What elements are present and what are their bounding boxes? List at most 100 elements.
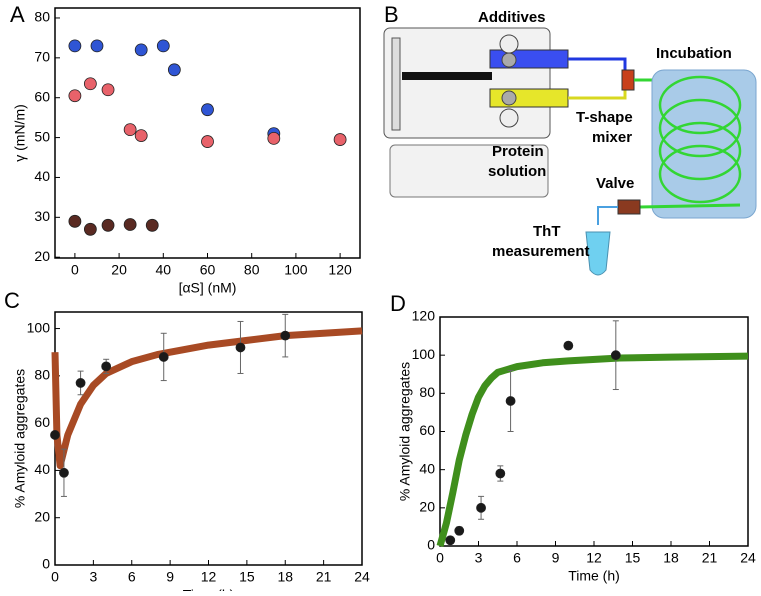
x-tick-label: 6 — [513, 550, 521, 566]
panel-label: D — [390, 291, 406, 316]
y-tick-label: 120 — [412, 308, 436, 324]
coil — [658, 121, 742, 181]
point — [235, 342, 246, 353]
point — [68, 214, 82, 228]
setup-diagram: Additives Incubation T-shape mixer Prote… — [383, 9, 757, 276]
x-tick-label: 40 — [156, 262, 172, 278]
point — [610, 350, 621, 361]
y-tick-label: 40 — [34, 461, 50, 477]
y-tick-label: 80 — [419, 384, 435, 400]
tube — [639, 203, 741, 209]
y-axis-label: % Amyloid aggregates — [12, 369, 28, 508]
point — [201, 103, 214, 117]
x-tick-label: 9 — [552, 550, 560, 566]
coil — [658, 144, 742, 204]
point — [50, 430, 60, 440]
label: Valve — [596, 175, 634, 192]
x-tick-label: 80 — [244, 262, 260, 278]
label: measurement — [492, 243, 590, 260]
x-tick-label: 15 — [239, 569, 255, 585]
label: solution — [488, 163, 546, 180]
point — [134, 43, 148, 57]
point — [267, 131, 281, 145]
x-tick-label: 24 — [354, 569, 370, 585]
point — [158, 352, 169, 362]
point — [156, 39, 170, 53]
clamp — [501, 52, 517, 68]
plot-frame — [439, 316, 749, 547]
point — [145, 218, 159, 232]
y-tick-label: 40 — [34, 168, 50, 184]
control-pad — [389, 144, 549, 198]
y-axis-label: γ (mN/m) — [12, 104, 28, 162]
clamp — [501, 90, 517, 106]
point — [123, 218, 137, 231]
point — [563, 340, 574, 351]
label: Incubation — [656, 45, 732, 62]
point — [75, 378, 86, 388]
x-tick-label: 15 — [625, 550, 641, 566]
label: mixer — [592, 129, 632, 146]
point — [123, 123, 137, 137]
t-mixer — [621, 69, 635, 91]
x-tick-label: 18 — [663, 550, 679, 566]
y-tick-label: 100 — [412, 346, 436, 362]
y-tick-label: 80 — [34, 9, 50, 25]
y-tick-label: 50 — [34, 128, 50, 144]
valve — [617, 199, 641, 215]
label: T-shape — [576, 109, 633, 126]
x-tick-label: 12 — [586, 550, 602, 566]
y-tick-label: 30 — [34, 208, 50, 224]
point — [83, 222, 97, 236]
plot-frame — [54, 311, 363, 566]
point — [495, 468, 506, 479]
x-tick-label: 21 — [702, 550, 718, 566]
point — [454, 525, 465, 536]
incubator — [651, 69, 757, 219]
point — [476, 502, 486, 513]
point — [280, 330, 291, 341]
tube — [568, 88, 627, 100]
x-axis-label: Time (h) — [183, 587, 235, 591]
point — [505, 396, 516, 406]
y-tick-label: 80 — [34, 367, 50, 383]
pump-rail — [391, 37, 401, 131]
y-tick-label: 20 — [34, 508, 50, 524]
x-tick-label: 9 — [166, 569, 174, 585]
y-tick-label: 20 — [419, 499, 435, 515]
point — [201, 135, 214, 148]
coil — [658, 75, 742, 135]
clamp — [499, 34, 519, 54]
clamp — [499, 108, 519, 128]
x-tick-label: 3 — [89, 569, 97, 585]
label: Protein — [492, 143, 544, 160]
y-tick-label: 0 — [427, 537, 435, 553]
x-tick-label: 12 — [201, 569, 217, 585]
panel-label: A — [10, 2, 25, 27]
point — [68, 39, 82, 53]
x-tick-label: 60 — [200, 262, 216, 278]
y-tick-label: 60 — [419, 422, 435, 438]
x-tick-label: 18 — [277, 569, 293, 585]
point — [68, 89, 82, 103]
x-tick-label: 24 — [740, 550, 756, 566]
x-tick-label: 0 — [71, 262, 79, 278]
x-tick-label: 100 — [284, 262, 308, 278]
fit-curve — [436, 352, 749, 547]
panel-label: C — [4, 288, 20, 313]
vial — [585, 231, 611, 276]
label: Additives — [478, 9, 546, 26]
fit-curve — [51, 327, 363, 470]
tube — [597, 206, 618, 225]
x-tick-label: 0 — [436, 550, 444, 566]
point — [101, 83, 115, 97]
label: ThT — [533, 223, 561, 240]
point — [90, 39, 104, 53]
point — [59, 467, 69, 478]
point — [333, 133, 347, 146]
point — [101, 361, 112, 372]
x-tick-label: 0 — [51, 569, 59, 585]
y-tick-label: 100 — [27, 319, 51, 335]
point — [134, 129, 148, 142]
